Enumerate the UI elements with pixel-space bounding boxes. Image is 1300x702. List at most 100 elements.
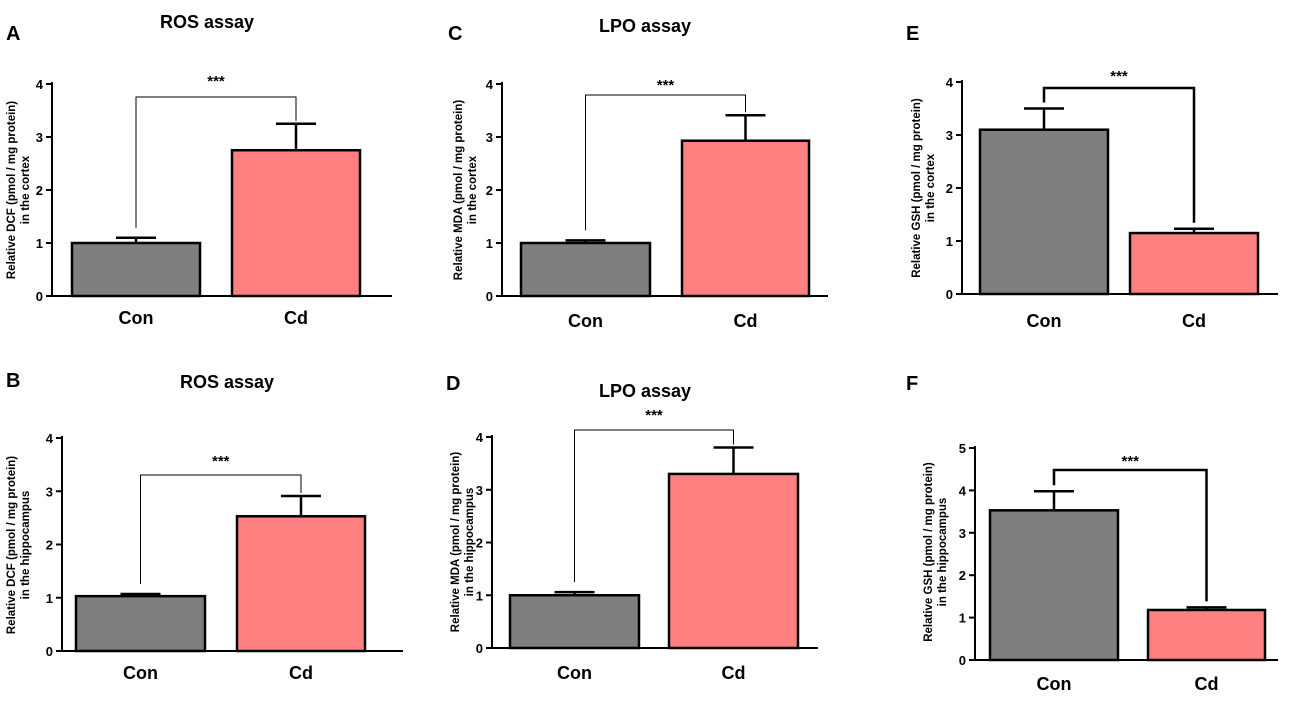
y-tick-label: 0 bbox=[46, 644, 53, 659]
y-tick-label: 4 bbox=[476, 430, 484, 445]
bar-cd bbox=[230, 149, 362, 298]
significance-bracket bbox=[1052, 468, 1208, 602]
chart-title: LPO assay bbox=[599, 16, 691, 36]
y-tick-label: 0 bbox=[36, 289, 43, 304]
chart-title: LPO assay bbox=[599, 381, 691, 401]
y-axis-label-line1: Relative GSH (pmol / mg protein) bbox=[911, 98, 923, 278]
x-tick-label: Con bbox=[123, 663, 158, 683]
x-tick-label: Con bbox=[119, 308, 154, 328]
significance-label: *** bbox=[207, 73, 225, 90]
bar-con bbox=[978, 128, 1110, 296]
y-axis-label-line2: in the hippocampus bbox=[937, 498, 949, 607]
bar-con bbox=[519, 241, 652, 298]
y-axis-label-line2: in the hippocampus bbox=[464, 488, 476, 597]
y-tick-label: 1 bbox=[959, 611, 966, 626]
y-axis-label-line1: Relative GSH (pmol / mg protein) bbox=[923, 462, 935, 642]
y-axis-label-line1: Relative MDA (pmol / mg protein) bbox=[450, 452, 462, 633]
bar-con bbox=[988, 509, 1120, 662]
y-tick-label: 1 bbox=[486, 236, 493, 251]
y-tick-label: 1 bbox=[36, 236, 43, 251]
y-axis-label: Relative MDA (pmol / mg protein) in the h… bbox=[450, 452, 476, 633]
significance-label: *** bbox=[657, 77, 675, 94]
panel-letter: F bbox=[906, 373, 918, 395]
panel-letter: A bbox=[6, 23, 20, 45]
y-axis-label-line1: Relative DCF (pmol / mg protein) bbox=[6, 101, 18, 279]
y-axis-label-line2: in the cortex bbox=[925, 153, 937, 222]
significance-bracket bbox=[1042, 86, 1196, 223]
x-tick-label: Cd bbox=[289, 663, 313, 683]
x-tick-label: Cd bbox=[734, 311, 758, 331]
y-axis-label-line2: in the hippocampus bbox=[20, 491, 32, 600]
bar-con bbox=[70, 241, 202, 298]
y-tick-label: 3 bbox=[486, 130, 493, 145]
y-tick-label: 4 bbox=[36, 77, 44, 92]
panel-e: E Relative GSH (pmol / mg protein) in the … bbox=[906, 23, 1278, 331]
x-tick-label: Cd bbox=[722, 663, 746, 683]
panel-a: A ROS assay Relative DCF (pmol / mg protei… bbox=[6, 12, 392, 328]
y-tick-label: 4 bbox=[946, 75, 954, 90]
x-tick-label: Cd bbox=[1182, 311, 1206, 331]
panel-b: B ROS assay Relative DCF (pmol / mg protei… bbox=[6, 370, 403, 683]
y-tick-label: 1 bbox=[46, 591, 53, 606]
panel-d: D LPO assay Relative MDA (pmol / mg protei… bbox=[446, 373, 818, 683]
y-tick-label: 1 bbox=[476, 588, 483, 603]
x-tick-label: Con bbox=[568, 311, 603, 331]
y-tick-label: 2 bbox=[946, 181, 953, 196]
panel-letter: C bbox=[448, 23, 462, 45]
x-tick-label: Con bbox=[1037, 674, 1072, 694]
bar-cd bbox=[1146, 608, 1267, 662]
y-tick-label: 1 bbox=[946, 234, 953, 249]
significance-bracket bbox=[135, 96, 297, 228]
y-tick-label: 4 bbox=[46, 431, 54, 446]
y-tick-label: 0 bbox=[486, 289, 493, 304]
panel-c: C LPO assay Relative MDA (pmol / mg protei… bbox=[448, 16, 828, 331]
chart-title: ROS assay bbox=[180, 372, 274, 392]
significance-label: *** bbox=[1121, 453, 1139, 470]
y-tick-label: 4 bbox=[486, 77, 494, 92]
y-axis-label: Relative GSH (pmol / mg protein) in the c… bbox=[911, 98, 937, 278]
y-tick-label: 2 bbox=[36, 183, 43, 198]
y-tick-label: 3 bbox=[476, 483, 483, 498]
bar-con bbox=[508, 594, 641, 650]
y-tick-label: 2 bbox=[46, 538, 53, 553]
y-axis-label-line1: Relative DCF (pmol / mg protein) bbox=[6, 456, 18, 634]
y-axis-label-line2: in the cortex bbox=[467, 155, 479, 224]
significance-label: *** bbox=[212, 453, 230, 470]
panel-letter: E bbox=[906, 23, 919, 45]
significance-label: *** bbox=[645, 407, 663, 424]
y-axis-label: Relative DCF (pmol / mg protein) in the c… bbox=[6, 101, 32, 279]
chart-title: ROS assay bbox=[160, 12, 254, 32]
panel-f: F Relative GSH (pmol / mg protein) in the … bbox=[906, 373, 1278, 694]
y-axis-label-line1: Relative MDA (pmol / mg protein) bbox=[453, 100, 465, 281]
bar-cd bbox=[235, 515, 367, 653]
significance-bracket bbox=[574, 429, 734, 583]
y-tick-label: 2 bbox=[486, 183, 493, 198]
bar-con bbox=[74, 594, 207, 653]
significance-bracket bbox=[140, 474, 302, 585]
y-tick-label: 0 bbox=[946, 287, 953, 302]
x-tick-label: Cd bbox=[1195, 674, 1219, 694]
y-tick-label: 2 bbox=[959, 568, 966, 583]
y-tick-label: 2 bbox=[476, 536, 483, 551]
significance-bracket bbox=[585, 94, 746, 231]
y-axis-label: Relative MDA (pmol / mg protein) in the c… bbox=[453, 100, 479, 281]
y-tick-label: 3 bbox=[46, 484, 53, 499]
bar-cd bbox=[1128, 231, 1260, 296]
panel-letter: D bbox=[446, 373, 460, 395]
bar-cd bbox=[680, 139, 811, 298]
x-tick-label: Con bbox=[557, 663, 592, 683]
y-tick-label: 5 bbox=[959, 441, 966, 456]
y-tick-label: 4 bbox=[959, 483, 967, 498]
y-tick-label: 0 bbox=[959, 653, 966, 668]
y-tick-label: 3 bbox=[959, 526, 966, 541]
x-tick-label: Cd bbox=[284, 308, 308, 328]
bar-cd bbox=[667, 472, 800, 650]
y-axis-label-line2: in the cortex bbox=[20, 155, 32, 224]
x-tick-label: Con bbox=[1027, 311, 1062, 331]
panel-letter: B bbox=[6, 370, 20, 392]
y-axis-label: Relative DCF (pmol / mg protein) in the h… bbox=[6, 456, 32, 634]
y-tick-label: 3 bbox=[36, 130, 43, 145]
y-tick-label: 0 bbox=[476, 641, 483, 656]
y-tick-label: 3 bbox=[946, 128, 953, 143]
